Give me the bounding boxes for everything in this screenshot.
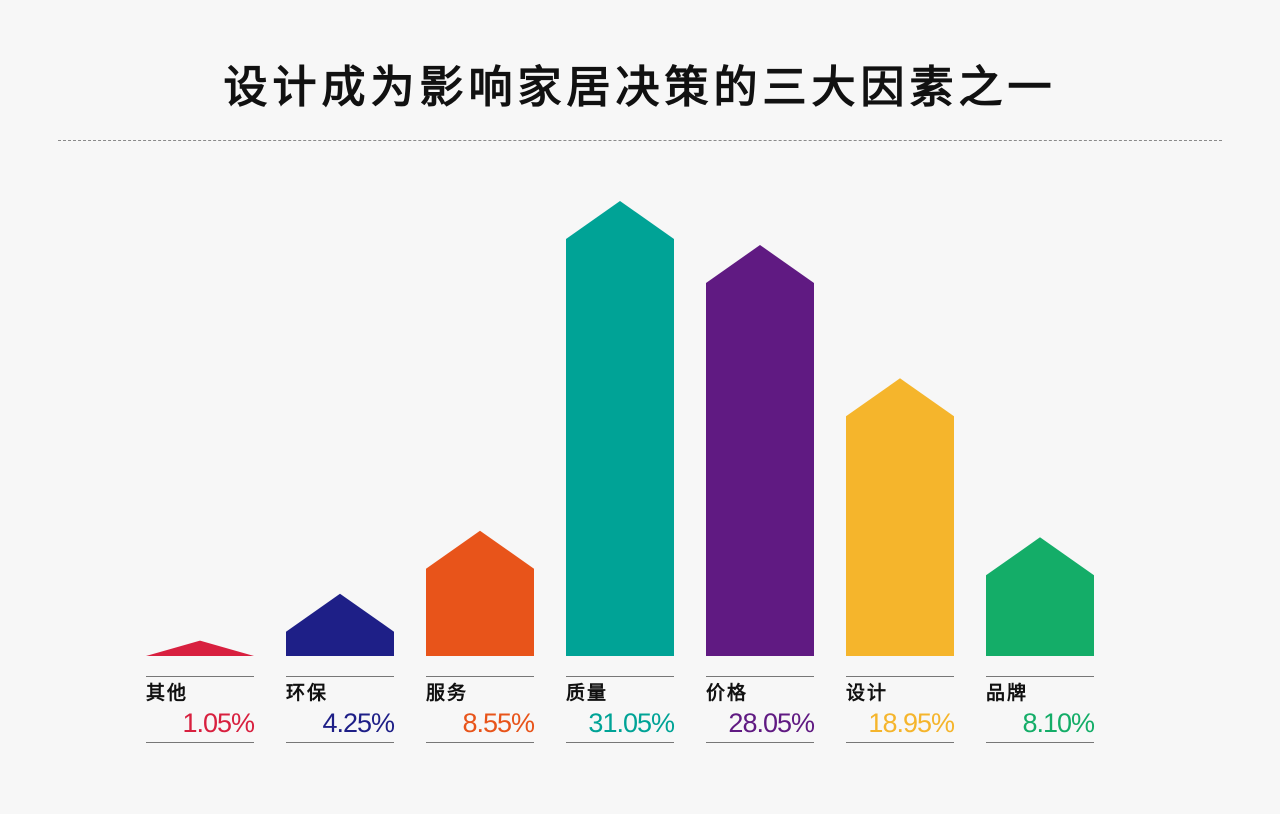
- label-top-rule: [846, 676, 954, 677]
- bar-5: [846, 378, 954, 656]
- label-top-rule: [986, 676, 1094, 677]
- bar-2: [426, 530, 534, 656]
- category-label: 服务: [426, 682, 469, 704]
- category-label: 其他: [146, 682, 189, 704]
- label-top-rule: [286, 676, 394, 677]
- title-divider: [58, 140, 1222, 141]
- label-bottom-rule: [286, 742, 394, 743]
- label-top-rule: [566, 676, 674, 677]
- bar-3: [566, 201, 674, 656]
- value-label: 1.05%: [182, 708, 255, 738]
- label-top-rule: [706, 676, 814, 677]
- chart-title: 设计成为影响家居决策的三大因素之一: [223, 62, 1057, 113]
- category-label: 环保: [286, 682, 329, 704]
- label-bottom-rule: [986, 742, 1094, 743]
- label-bottom-rule: [146, 742, 254, 743]
- category-label: 设计: [846, 682, 889, 704]
- category-label: 价格: [706, 682, 749, 704]
- label-top-rule: [146, 676, 254, 677]
- bar-6: [986, 537, 1094, 656]
- value-label: 28.05%: [728, 708, 815, 738]
- value-label: 18.95%: [868, 708, 955, 738]
- value-label: 31.05%: [588, 708, 675, 738]
- category-label: 质量: [566, 682, 609, 704]
- label-bottom-rule: [566, 742, 674, 743]
- value-label: 8.55%: [462, 708, 535, 738]
- bar-1: [286, 593, 394, 656]
- category-label: 品牌: [986, 682, 1029, 704]
- label-bottom-rule: [426, 742, 534, 743]
- bar-0: [146, 640, 254, 656]
- value-label: 4.25%: [322, 708, 395, 738]
- bar-4: [706, 245, 814, 656]
- label-top-rule: [426, 676, 534, 677]
- label-bottom-rule: [706, 742, 814, 743]
- value-label: 8.10%: [1022, 708, 1095, 738]
- label-bottom-rule: [846, 742, 954, 743]
